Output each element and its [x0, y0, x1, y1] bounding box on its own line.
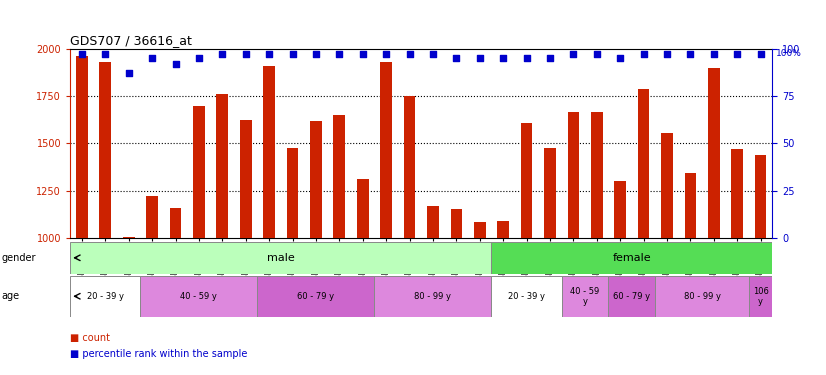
- Point: [731, 51, 744, 57]
- Text: ■ count: ■ count: [70, 333, 110, 342]
- Bar: [497, 221, 509, 238]
- Point: [75, 51, 88, 57]
- Bar: [427, 206, 439, 238]
- Bar: [491, 242, 772, 274]
- Bar: [474, 222, 486, 238]
- Bar: [146, 196, 158, 238]
- Bar: [334, 115, 345, 238]
- Bar: [140, 276, 258, 317]
- Bar: [655, 276, 749, 317]
- Point: [240, 51, 253, 57]
- Bar: [520, 123, 533, 238]
- Bar: [258, 276, 374, 317]
- Bar: [240, 120, 252, 238]
- Point: [356, 51, 369, 57]
- Bar: [357, 179, 368, 238]
- Point: [520, 55, 534, 61]
- Bar: [749, 276, 772, 317]
- Bar: [609, 276, 655, 317]
- Bar: [374, 276, 491, 317]
- Point: [567, 51, 580, 57]
- Bar: [169, 208, 182, 238]
- Bar: [544, 148, 556, 238]
- Bar: [708, 68, 719, 238]
- Point: [473, 55, 487, 61]
- Bar: [731, 149, 743, 238]
- Point: [591, 51, 604, 57]
- Text: 40 - 59 y: 40 - 59 y: [181, 292, 217, 301]
- Text: male: male: [267, 253, 295, 263]
- Bar: [123, 237, 135, 238]
- Bar: [591, 112, 603, 238]
- Text: 80 - 99 y: 80 - 99 y: [684, 292, 720, 301]
- Bar: [491, 276, 562, 317]
- Bar: [263, 66, 275, 238]
- Point: [333, 51, 346, 57]
- Text: 60 - 79 y: 60 - 79 y: [297, 292, 335, 301]
- Point: [544, 55, 557, 61]
- Bar: [287, 148, 298, 238]
- Point: [426, 51, 439, 57]
- Bar: [567, 112, 579, 238]
- Point: [263, 51, 276, 57]
- Text: 100%: 100%: [776, 49, 802, 58]
- Bar: [685, 173, 696, 238]
- Bar: [638, 90, 649, 238]
- Point: [122, 70, 135, 76]
- Point: [192, 55, 206, 61]
- Bar: [193, 106, 205, 238]
- Text: 20 - 39 y: 20 - 39 y: [87, 292, 124, 301]
- Text: age: age: [2, 291, 20, 301]
- Text: 20 - 39 y: 20 - 39 y: [508, 292, 545, 301]
- Point: [496, 55, 510, 61]
- Point: [684, 51, 697, 57]
- Point: [286, 51, 299, 57]
- Text: GDS707 / 36616_at: GDS707 / 36616_at: [70, 34, 192, 47]
- Text: 60 - 79 y: 60 - 79 y: [614, 292, 650, 301]
- Point: [99, 51, 112, 57]
- Text: gender: gender: [2, 253, 36, 263]
- Bar: [615, 181, 626, 238]
- Bar: [216, 94, 228, 238]
- Point: [310, 51, 323, 57]
- Point: [403, 51, 416, 57]
- Point: [450, 55, 463, 61]
- Bar: [76, 56, 88, 238]
- Bar: [70, 276, 140, 317]
- Bar: [661, 133, 673, 238]
- Point: [169, 61, 183, 67]
- Point: [754, 51, 767, 57]
- Bar: [404, 96, 415, 238]
- Bar: [310, 121, 322, 238]
- Point: [637, 51, 650, 57]
- Point: [380, 51, 393, 57]
- Point: [145, 55, 159, 61]
- Text: 40 - 59
y: 40 - 59 y: [571, 286, 600, 306]
- Point: [614, 55, 627, 61]
- Point: [661, 51, 674, 57]
- Text: ■ percentile rank within the sample: ■ percentile rank within the sample: [70, 350, 248, 359]
- Bar: [380, 62, 392, 238]
- Text: female: female: [613, 253, 651, 263]
- Point: [707, 51, 720, 57]
- Text: 106
y: 106 y: [752, 286, 768, 306]
- Bar: [755, 155, 767, 238]
- Bar: [70, 242, 491, 274]
- Text: 80 - 99 y: 80 - 99 y: [415, 292, 452, 301]
- Bar: [450, 209, 463, 238]
- Point: [216, 51, 229, 57]
- Bar: [562, 276, 609, 317]
- Bar: [99, 62, 112, 238]
